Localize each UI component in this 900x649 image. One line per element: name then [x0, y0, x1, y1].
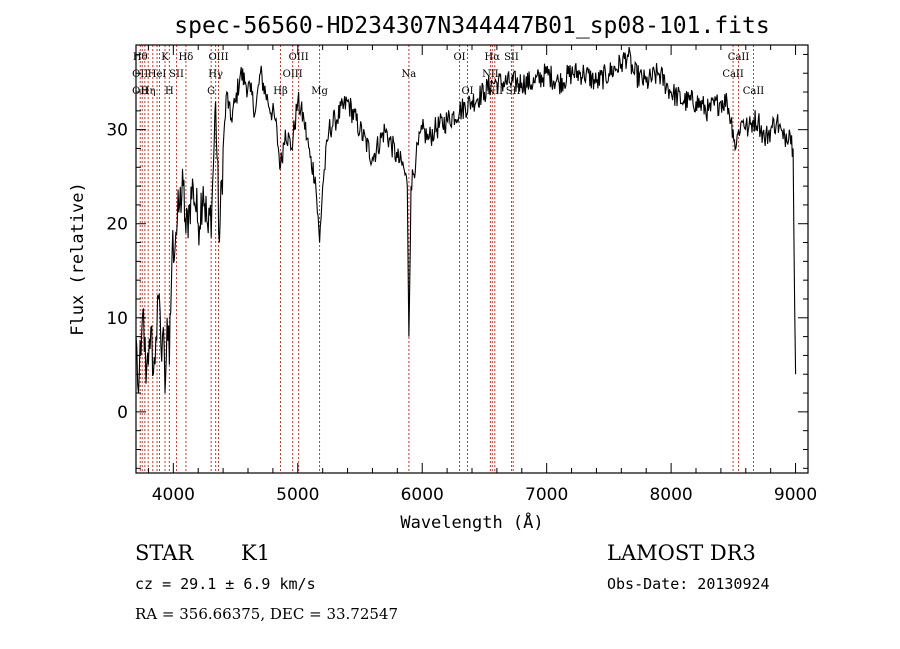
spectrum-series	[135, 47, 797, 394]
line-label: NII	[486, 86, 503, 97]
line-label: Na	[402, 69, 417, 80]
x-tick-label: 6000	[401, 485, 444, 505]
x-tick-label: 4000	[152, 485, 195, 505]
line-label: Hη	[141, 86, 156, 97]
line-label: H	[165, 86, 174, 97]
line-label: OI	[453, 52, 465, 63]
line-label: Hδ	[179, 52, 194, 63]
line-label: OII	[132, 86, 148, 97]
survey-label: LAMOST DR3	[607, 541, 756, 565]
spectrum-line	[135, 47, 797, 394]
x-tick-label: 5000	[276, 485, 319, 505]
line-label: K	[161, 52, 169, 63]
object-class: STAR	[135, 541, 194, 565]
x-axis-label: Wavelength (Å)	[400, 511, 543, 533]
line-label: Hβ	[273, 86, 288, 97]
y-tick-label: 20	[106, 215, 128, 235]
line-label: Hα	[485, 52, 501, 63]
x-axis-ticks: 4000 5000 6000 7000 8000 9000	[147, 45, 817, 505]
object-subclass: K1	[241, 541, 270, 565]
line-label: G	[207, 86, 215, 97]
line-label: NII	[482, 69, 499, 80]
line-label: SII	[169, 69, 184, 80]
y-axis-ticks: 0 10 20 30	[106, 53, 808, 469]
line-label: CaII	[728, 52, 750, 63]
line-label: OII	[132, 69, 148, 80]
redshift-text: cz = 29.1 ± 6.9 km/s	[135, 575, 316, 593]
y-tick-label: 0	[117, 403, 128, 423]
x-tick-label: 9000	[774, 485, 817, 505]
line-label: SII	[506, 86, 521, 97]
line-label: Hθ	[133, 52, 148, 63]
spectral-line-markers	[139, 45, 754, 473]
y-axis-label: Flux (relative)	[68, 182, 88, 336]
line-label: OI	[461, 86, 473, 97]
line-label: HeI	[148, 69, 167, 80]
chart-title: spec-56560-HD234307N344447B01_sp08-101.f…	[174, 13, 769, 39]
x-tick-label: 7000	[525, 485, 568, 505]
line-label: CaII	[743, 86, 765, 97]
coordinates-text: RA = 356.66375, DEC = 33.72547	[135, 605, 398, 623]
line-label: OIII	[208, 52, 228, 63]
line-label: OIII	[283, 69, 303, 80]
spectral-line-labels: HθOIIOIIHηHeIKHSIIHδGHγOIIIHβOIIIOIIIMgN…	[132, 52, 764, 97]
line-label: Mg	[311, 86, 328, 97]
line-label: Hγ	[208, 69, 223, 80]
line-label: CaII	[722, 69, 744, 80]
x-tick-label: 8000	[649, 485, 692, 505]
observation-date: Obs-Date: 20130924	[607, 575, 770, 593]
y-tick-label: 30	[106, 121, 128, 141]
y-tick-label: 10	[106, 309, 128, 329]
line-label: OIII	[289, 52, 309, 63]
line-label: SII	[504, 52, 519, 63]
